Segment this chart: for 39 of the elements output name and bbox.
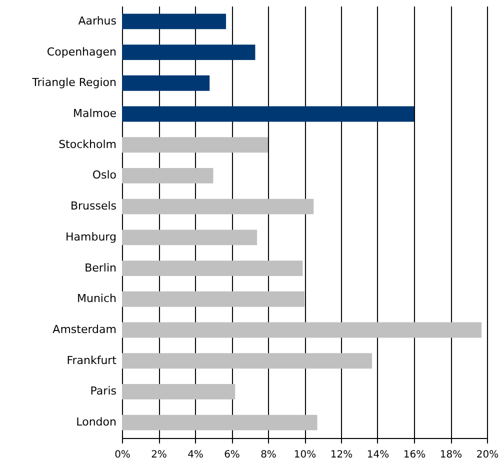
y-tick-label: Amsterdam: [52, 323, 116, 336]
x-tick-label: 0%: [114, 450, 130, 460]
y-tick-label: Berlin: [84, 261, 117, 274]
y-tick-label: Frankfurt: [66, 354, 118, 367]
bar: [122, 75, 210, 91]
y-tick-label: Copenhagen: [46, 45, 117, 58]
bar: [122, 291, 304, 307]
y-tick-label: London: [76, 416, 117, 429]
bar: [122, 44, 256, 60]
y-tick-label: Aarhus: [78, 14, 117, 28]
bar: [122, 198, 314, 214]
x-tick-label: 6%: [224, 450, 240, 460]
y-tick-label: Stockholm: [58, 138, 116, 151]
x-tick-label: 20%: [476, 450, 499, 460]
bar: [122, 230, 258, 246]
x-tick-label: 16%: [403, 450, 426, 460]
x-tick-label: 4%: [188, 450, 204, 460]
bar: [122, 260, 303, 276]
y-tick-label: Paris: [90, 384, 117, 398]
bar: [122, 322, 482, 338]
bar: [122, 353, 372, 369]
x-tick-label: 2%: [151, 450, 167, 460]
y-tick-label: Oslo: [92, 168, 117, 182]
x-tick-label: 10%: [294, 450, 316, 460]
x-tick-label: 14%: [366, 450, 390, 460]
x-tick-label: 12%: [330, 450, 353, 460]
bar: [122, 106, 414, 122]
x-tick-label: 18%: [440, 450, 462, 460]
y-tick-label: Hamburg: [66, 230, 116, 244]
y-tick-label: Triangle Region: [31, 76, 117, 90]
y-tick-label: Malmoe: [72, 107, 117, 120]
bar: [122, 384, 236, 400]
bar: [122, 137, 268, 153]
y-tick-label: Brussels: [70, 200, 117, 213]
y-tick-label: Munich: [76, 292, 117, 306]
x-tick-label: 8%: [260, 450, 276, 460]
bar: [122, 414, 318, 430]
bar: [122, 168, 214, 184]
bar: [122, 14, 226, 30]
